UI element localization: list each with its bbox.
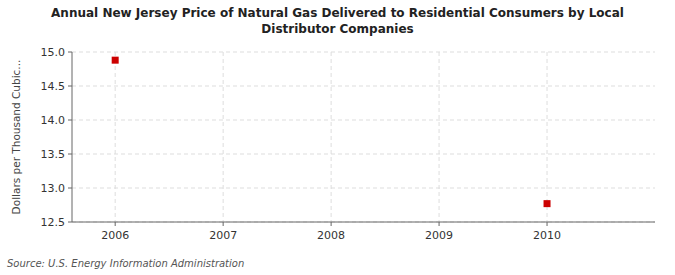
title: Annual New Jersey Price of Natural Gas D… <box>51 6 624 36</box>
y-tick <box>68 86 72 87</box>
x-tick-label: 2006 <box>101 229 129 242</box>
grid-line-y <box>72 120 655 121</box>
chart-svg: 12.5 13.0 13.5 14.0 14.5 15.0 2006 2007 2008 2009… <box>0 0 675 275</box>
x-tick <box>115 222 116 226</box>
y-tick <box>68 222 72 223</box>
y-tick-label: 13.0 <box>41 182 66 195</box>
y-tick-label: 15.0 <box>41 46 66 59</box>
y-tick <box>68 188 72 189</box>
y-axis-line <box>72 52 73 222</box>
grid <box>72 52 655 222</box>
x-tick <box>331 222 332 226</box>
x-tick <box>223 222 224 226</box>
grid-line-y <box>72 52 655 53</box>
source: Source: U.S. Energy Information Administ… <box>7 258 244 269</box>
x-tick-label: 2007 <box>209 229 237 242</box>
x-axis-line <box>72 222 655 223</box>
axes: 12.5 13.0 13.5 14.0 14.5 15.0 2006 2007 2008 2009… <box>41 46 656 242</box>
y-tick-label: 14.0 <box>41 114 66 127</box>
x-tick <box>439 222 440 226</box>
grid-line-x <box>115 52 116 222</box>
y-tick-label: 14.5 <box>41 80 66 93</box>
point <box>544 200 551 207</box>
data-points <box>112 57 551 207</box>
grid-line-y <box>72 188 655 189</box>
grid-line-x <box>223 52 224 222</box>
grid-line-x <box>547 52 548 222</box>
grid-line-x <box>439 52 440 222</box>
y-axis-label: Dollars per Thousand Cubic... <box>10 60 22 215</box>
grid-line-y <box>72 222 655 223</box>
x-tick <box>547 222 548 226</box>
x-tick-label: 2010 <box>533 229 561 242</box>
y-tick <box>68 52 72 53</box>
y-tick <box>68 154 72 155</box>
grid-line-x <box>331 52 332 222</box>
point <box>112 57 119 64</box>
x-tick-label: 2009 <box>425 229 453 242</box>
grid-line-y <box>72 154 655 155</box>
y-tick <box>68 120 72 121</box>
y-tick-label: 12.5 <box>41 216 66 229</box>
chart-container: 12.5 13.0 13.5 14.0 14.5 15.0 2006 2007 2008 2009… <box>0 0 675 275</box>
x-tick-label: 2008 <box>317 229 345 242</box>
grid-line-y <box>72 86 655 87</box>
y-tick-label: 13.5 <box>41 148 66 161</box>
